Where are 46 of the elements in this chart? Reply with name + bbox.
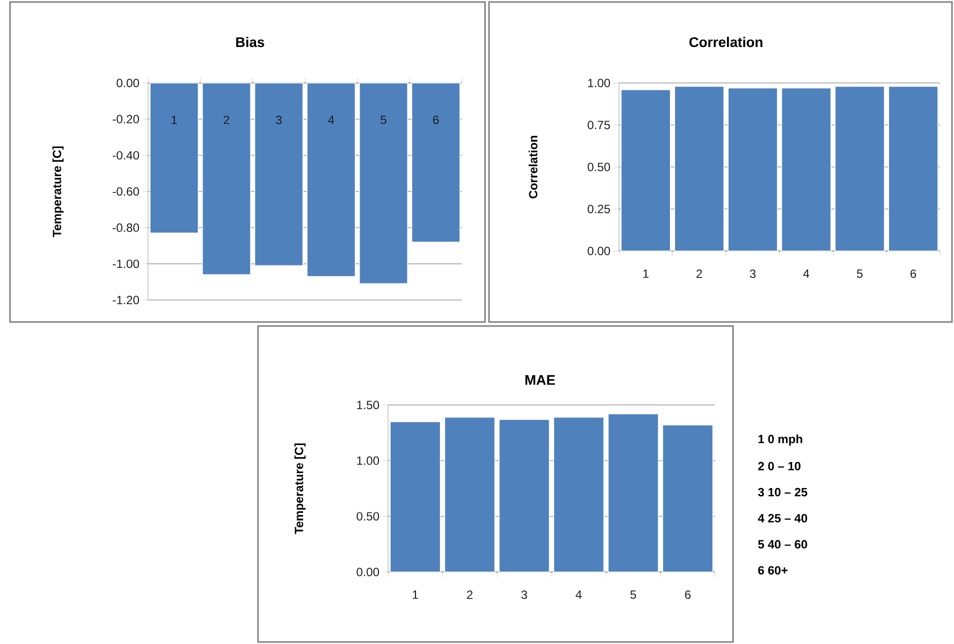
- y-tick-label: 0.00: [356, 568, 380, 576]
- text: 4 25 – 40: [758, 514, 808, 522]
- y-tick-label: 0.00: [116, 78, 140, 88]
- x-tick-label: 2: [224, 116, 230, 124]
- y-tick-label: -0.80: [112, 223, 140, 232]
- x-tick-label: 6: [685, 590, 691, 599]
- text: 2 0 – 10: [758, 462, 800, 470]
- x-tick-label: 4: [328, 116, 334, 124]
- y-tick-label: -0.60: [112, 187, 140, 196]
- x-tick-label: 4: [576, 590, 582, 599]
- y-tick-label: -1.20: [112, 296, 140, 304]
- x-tick-label: 5: [856, 270, 863, 278]
- y-axis-title: Temperature [C]: [52, 146, 64, 238]
- y-tick-label: 0.50: [356, 512, 380, 521]
- text: 5 40 – 60: [758, 540, 808, 548]
- x-tick-label: 4: [803, 270, 810, 278]
- x-tick-label: 1: [643, 270, 648, 278]
- x-tick-label: 3: [276, 116, 282, 124]
- y-tick-label: 1.00: [357, 456, 380, 465]
- x-tick-label: 3: [521, 590, 528, 599]
- y-tick-label: 0.25: [588, 204, 610, 214]
- y-tick-label: 0.00: [588, 246, 610, 256]
- x-tick-label: 3: [750, 270, 756, 278]
- x-tick-label: 5: [630, 590, 636, 599]
- x-tick-label: 1: [172, 116, 177, 124]
- y-tick-label: 1.50: [357, 400, 380, 410]
- chart-title: MAE: [525, 375, 555, 385]
- chart-title: Correlation: [689, 36, 762, 48]
- y-tick-label: 0.50: [588, 162, 610, 172]
- y-tick-label: 0.75: [588, 120, 610, 130]
- x-tick-label: 2: [467, 590, 472, 599]
- text: 1 0 mph: [758, 434, 802, 446]
- x-tick-label: 6: [910, 270, 916, 278]
- x-tick-label: 2: [696, 270, 702, 278]
- x-tick-label: 5: [380, 116, 386, 124]
- text: 6 60+: [758, 566, 788, 575]
- y-tick-label: -1.00: [112, 260, 140, 268]
- x-tick-label: 1: [412, 590, 418, 599]
- y-tick-label: 1.00: [588, 78, 610, 88]
- x-tick-label: 6: [433, 116, 439, 124]
- y-tick-label: -0.40: [112, 151, 140, 160]
- y-tick-label: -0.20: [112, 114, 140, 124]
- y-axis-title: Correlation: [528, 136, 538, 198]
- y-axis-title: Temperature [C]: [294, 443, 306, 534]
- chart-title: Bias: [236, 36, 264, 48]
- text: 3 10 – 25: [758, 488, 808, 496]
